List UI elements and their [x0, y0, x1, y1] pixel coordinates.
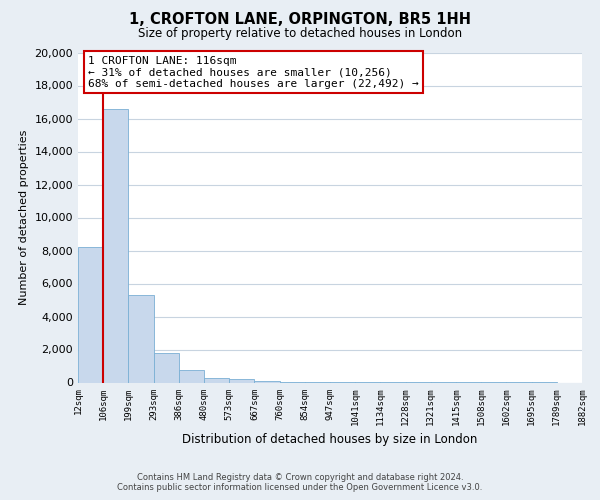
Bar — [254, 381, 280, 382]
Bar — [128, 295, 154, 382]
Bar — [154, 353, 179, 382]
Text: 1, CROFTON LANE, ORPINGTON, BR5 1HH: 1, CROFTON LANE, ORPINGTON, BR5 1HH — [129, 12, 471, 28]
X-axis label: Distribution of detached houses by size in London: Distribution of detached houses by size … — [182, 434, 478, 446]
Bar — [204, 378, 229, 382]
Y-axis label: Number of detached properties: Number of detached properties — [19, 130, 29, 305]
Bar — [103, 108, 128, 382]
Text: 1 CROFTON LANE: 116sqm
← 31% of detached houses are smaller (10,256)
68% of semi: 1 CROFTON LANE: 116sqm ← 31% of detached… — [88, 56, 419, 89]
Bar — [179, 370, 204, 382]
Bar — [229, 379, 254, 382]
Bar — [78, 247, 103, 382]
Text: Contains HM Land Registry data © Crown copyright and database right 2024.
Contai: Contains HM Land Registry data © Crown c… — [118, 473, 482, 492]
Text: Size of property relative to detached houses in London: Size of property relative to detached ho… — [138, 28, 462, 40]
